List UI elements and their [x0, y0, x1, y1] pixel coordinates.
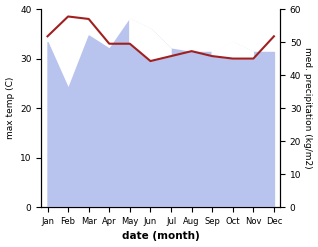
- Y-axis label: max temp (C): max temp (C): [5, 77, 15, 139]
- X-axis label: date (month): date (month): [122, 231, 200, 242]
- Y-axis label: med. precipitation (kg/m2): med. precipitation (kg/m2): [303, 47, 313, 169]
